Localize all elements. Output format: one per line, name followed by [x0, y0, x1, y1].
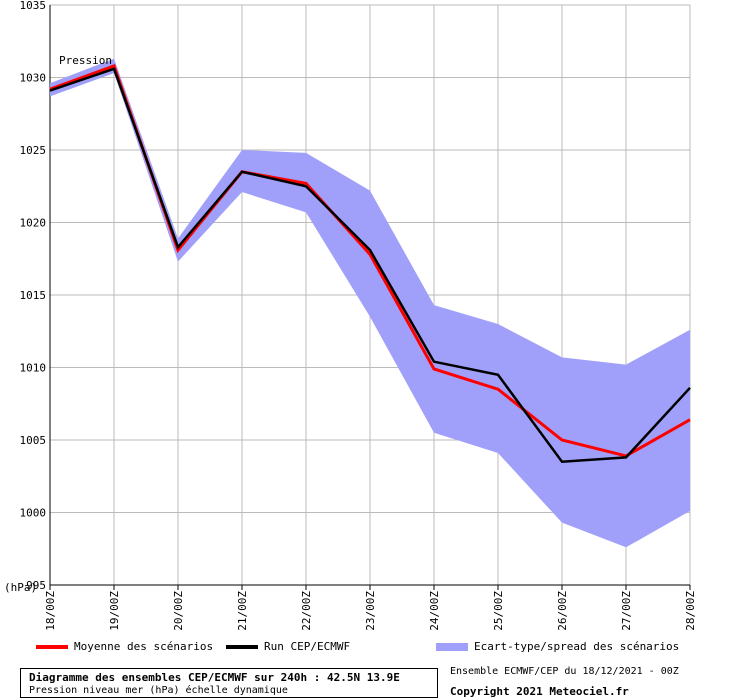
x-tick-label: 23/00Z — [364, 591, 377, 631]
y-tick-label: 1010 — [20, 362, 47, 375]
x-tick-label: 28/00Z — [684, 591, 697, 631]
legend-run-swatch — [226, 645, 258, 649]
series-label: Pression — [59, 54, 112, 67]
y-tick-label: 1030 — [20, 72, 47, 85]
x-tick-label: 26/00Z — [556, 591, 569, 631]
legend-spread: Ecart-type/spread des scénarios — [436, 640, 679, 653]
legend-mean: Moyenne des scénarios — [36, 640, 213, 653]
legend-run-label: Run CEP/ECMWF — [264, 640, 350, 653]
x-tick-label: 22/00Z — [300, 591, 313, 631]
y-tick-label: 1005 — [20, 434, 47, 447]
legend-mean-swatch — [36, 645, 68, 649]
y-unit-label: (hPa) — [4, 581, 37, 594]
x-tick-label: 24/00Z — [428, 591, 441, 631]
x-tick-label: 21/00Z — [236, 591, 249, 631]
y-tick-label: 1015 — [20, 289, 47, 302]
x-tick-label: 25/00Z — [492, 591, 505, 631]
legend-mean-label: Moyenne des scénarios — [74, 640, 213, 653]
x-tick-label: 18/00Z — [44, 591, 57, 631]
x-tick-labels: 18/00Z 19/00Z 20/00Z 21/00Z 22/00Z 23/00Z 24/0… — [44, 591, 697, 631]
caption-box: Diagramme des ensembles CEP/ECMWF sur 24… — [20, 668, 438, 698]
copyright-text: Copyright 2021 Meteociel.fr — [450, 685, 629, 698]
caption-subtitle: Pression niveau mer (hPa) échelle dynami… — [29, 684, 429, 697]
legend-spread-swatch — [436, 643, 468, 651]
source-text: Ensemble ECMWF/CEP du 18/12/2021 - 00Z — [450, 666, 679, 677]
x-tick-label: 20/00Z — [172, 591, 185, 631]
caption-title: Diagramme des ensembles CEP/ECMWF sur 24… — [29, 671, 429, 684]
legend-spread-label: Ecart-type/spread des scénarios — [474, 640, 679, 653]
y-tick-label: 1035 — [20, 0, 47, 12]
y-tick-label: 1025 — [20, 144, 47, 157]
y-tick-label: 1020 — [20, 217, 47, 230]
x-tick-label: 27/00Z — [620, 591, 633, 631]
x-tick-label: 19/00Z — [108, 591, 121, 631]
y-tick-label: 1000 — [20, 507, 47, 520]
legend-run: Run CEP/ECMWF — [226, 640, 350, 653]
